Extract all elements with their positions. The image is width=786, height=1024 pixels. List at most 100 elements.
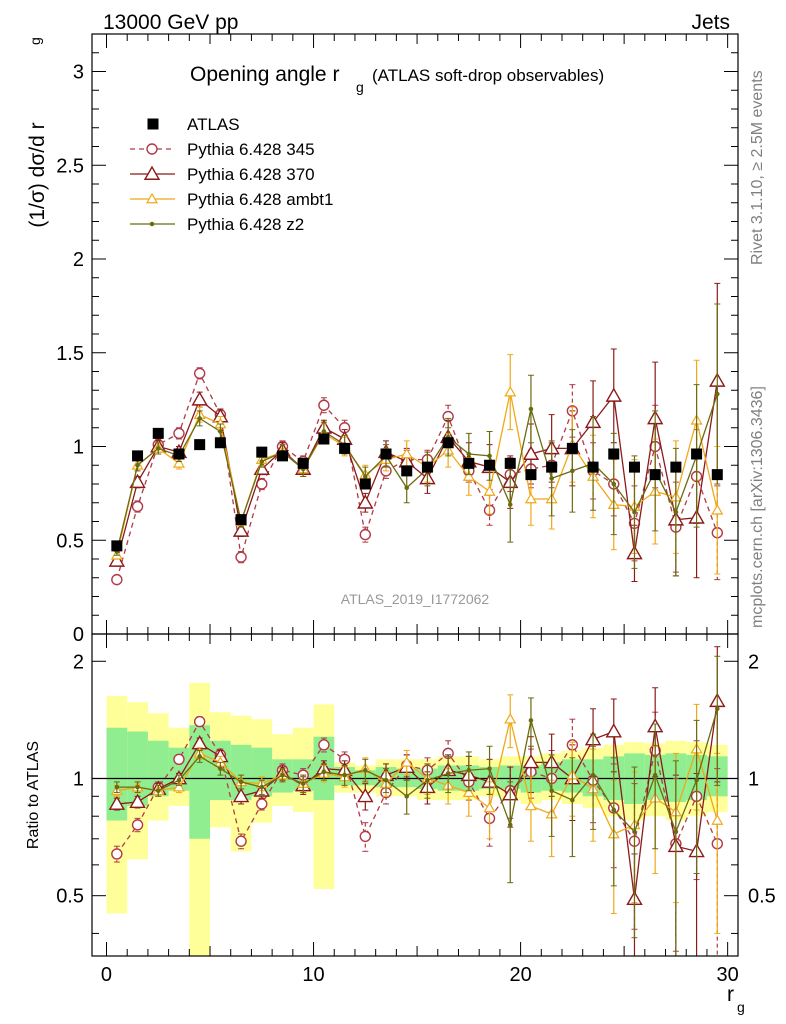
main-title-tail: (ATLAS soft-drop observables) bbox=[372, 66, 604, 85]
ratio-y-tick-label-right: 1 bbox=[748, 768, 759, 790]
series-point bbox=[172, 457, 185, 468]
series-point bbox=[108, 795, 126, 810]
y-tick-label: 0 bbox=[73, 624, 84, 646]
series-point bbox=[524, 799, 537, 811]
series-point bbox=[714, 391, 720, 397]
main-axes: 0 0.5 1 1.5 2 2.5 3 bbox=[56, 34, 738, 646]
series-point bbox=[232, 522, 250, 537]
series-point bbox=[321, 769, 327, 775]
data-point bbox=[711, 469, 723, 481]
legend-label: Pythia 6.428 z2 bbox=[187, 215, 304, 234]
series-point bbox=[363, 474, 368, 479]
series-point bbox=[111, 848, 123, 860]
x-tick-label: 0 bbox=[101, 964, 112, 986]
ratio-y-tick-label: 1 bbox=[73, 768, 84, 790]
ratio-y-tick-label-right: 2 bbox=[748, 651, 759, 673]
y-tick-label: 3 bbox=[73, 62, 84, 84]
data-point bbox=[504, 457, 516, 469]
series-point bbox=[359, 830, 372, 843]
x-tick-label: 10 bbox=[302, 964, 324, 986]
series-point bbox=[359, 528, 372, 541]
series-point bbox=[218, 429, 223, 434]
series-point bbox=[462, 470, 475, 481]
legend-marker bbox=[145, 192, 159, 204]
legend-marker bbox=[149, 221, 155, 227]
y-tick-label: 1 bbox=[73, 437, 84, 459]
series-point bbox=[504, 385, 517, 397]
data-point bbox=[235, 514, 247, 526]
band-inner bbox=[189, 725, 211, 839]
ratio-y-tick-label: 0.5 bbox=[56, 886, 84, 908]
data-point bbox=[297, 457, 309, 469]
series-point bbox=[176, 777, 182, 783]
series-point bbox=[549, 476, 554, 481]
x-tick-label: 20 bbox=[509, 964, 531, 986]
series-point bbox=[673, 829, 679, 834]
series-point bbox=[590, 772, 596, 778]
legend-item-z2: Pythia 6.428 z2 bbox=[130, 215, 304, 234]
band-inner bbox=[106, 727, 128, 821]
series-point bbox=[462, 786, 475, 797]
series-point bbox=[218, 766, 223, 771]
series-point bbox=[425, 777, 430, 783]
side-text-top: Rivet 3.1.10, ≥ 2.5M events bbox=[749, 70, 766, 265]
series-point bbox=[711, 504, 724, 515]
data-point bbox=[546, 461, 558, 473]
series-point bbox=[404, 485, 410, 491]
data-point bbox=[421, 461, 433, 473]
series-point bbox=[318, 399, 330, 411]
data-point bbox=[442, 437, 454, 449]
legend: ATLAS Pythia 6.428 345 Pythia 6.428 370 Pyt… bbox=[130, 115, 333, 234]
series-point bbox=[466, 767, 472, 773]
legend-label: Pythia 6.428 345 bbox=[187, 140, 315, 159]
header-right: Jets bbox=[691, 11, 730, 34]
series-point bbox=[487, 766, 492, 771]
series-z2 bbox=[113, 655, 721, 957]
series-point bbox=[383, 777, 389, 783]
main-plot-area bbox=[108, 282, 726, 586]
legend-label: Pythia 6.428 ambt1 bbox=[187, 190, 333, 209]
main-title-text: Opening angle r bbox=[190, 63, 339, 86]
data-point bbox=[173, 448, 185, 460]
series-point bbox=[135, 462, 140, 468]
series-point bbox=[321, 429, 327, 434]
data-point bbox=[463, 457, 475, 469]
band-inner bbox=[147, 740, 169, 797]
series-line-z2 bbox=[116, 708, 718, 834]
series-point bbox=[524, 492, 537, 504]
data-point bbox=[628, 461, 640, 473]
legend-item-p345: Pythia 6.428 345 bbox=[130, 140, 315, 159]
data-point bbox=[318, 433, 330, 445]
series-point bbox=[632, 509, 637, 515]
series-point bbox=[483, 801, 496, 813]
series-point bbox=[172, 780, 185, 792]
series-point bbox=[528, 406, 534, 412]
y-tick-label: 2 bbox=[73, 249, 84, 271]
ratio-plot-area bbox=[92, 646, 738, 957]
data-point bbox=[608, 448, 620, 460]
series-point bbox=[570, 468, 575, 474]
series-point bbox=[528, 718, 534, 723]
series-point bbox=[173, 753, 185, 766]
legend-label: Pythia 6.428 370 bbox=[187, 165, 315, 184]
series-point bbox=[487, 453, 492, 459]
series-point bbox=[155, 788, 161, 794]
y-tick-label: 2.5 bbox=[56, 155, 84, 177]
series-line-p370 bbox=[116, 380, 718, 562]
series-point bbox=[114, 784, 120, 790]
series-point bbox=[605, 723, 622, 738]
series-point bbox=[300, 781, 306, 786]
data-point bbox=[587, 461, 599, 473]
series-point bbox=[605, 387, 622, 402]
analysis-label: ATLAS_2019_I1772062 bbox=[341, 591, 490, 607]
series-point bbox=[652, 772, 658, 778]
series-point bbox=[507, 502, 513, 507]
series-point bbox=[507, 822, 513, 828]
data-point bbox=[111, 540, 123, 552]
series-point bbox=[522, 753, 540, 769]
series-point bbox=[129, 793, 146, 808]
data-point bbox=[691, 448, 703, 460]
series-point bbox=[570, 797, 575, 803]
series-point bbox=[197, 416, 202, 421]
